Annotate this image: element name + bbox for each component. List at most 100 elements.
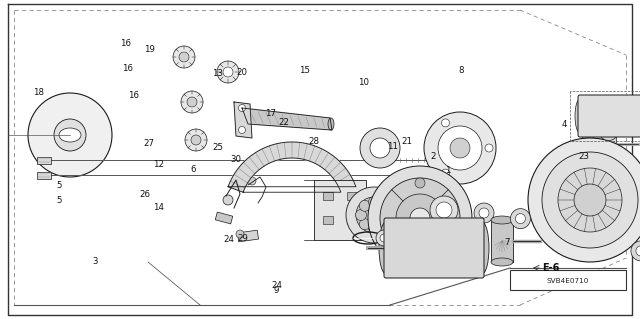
Circle shape xyxy=(369,222,380,234)
Bar xyxy=(347,216,357,224)
Circle shape xyxy=(430,196,458,224)
Text: 24: 24 xyxy=(223,235,235,244)
Circle shape xyxy=(515,214,525,224)
Ellipse shape xyxy=(379,222,393,274)
Polygon shape xyxy=(234,102,252,138)
Text: 16: 16 xyxy=(127,91,139,100)
Circle shape xyxy=(558,168,622,232)
Text: 28: 28 xyxy=(308,137,319,146)
Circle shape xyxy=(436,202,452,218)
Circle shape xyxy=(424,112,496,184)
Text: 6: 6 xyxy=(191,165,196,174)
Text: 26: 26 xyxy=(139,190,150,199)
Text: 15: 15 xyxy=(299,66,310,75)
Text: 22: 22 xyxy=(278,118,290,127)
Text: 10: 10 xyxy=(358,78,369,87)
Text: 20: 20 xyxy=(236,68,248,77)
FancyBboxPatch shape xyxy=(578,95,640,137)
Ellipse shape xyxy=(59,128,81,142)
Circle shape xyxy=(369,197,380,207)
Circle shape xyxy=(223,195,233,205)
Circle shape xyxy=(450,138,470,158)
Circle shape xyxy=(235,183,241,189)
Circle shape xyxy=(485,144,493,152)
Text: 16: 16 xyxy=(122,64,134,73)
Circle shape xyxy=(370,138,390,158)
Text: 21: 21 xyxy=(401,137,413,146)
Bar xyxy=(37,157,51,164)
Bar xyxy=(215,212,233,224)
Text: 14: 14 xyxy=(153,203,164,212)
Text: 23: 23 xyxy=(578,152,589,161)
Circle shape xyxy=(376,230,392,246)
Circle shape xyxy=(28,93,112,177)
Circle shape xyxy=(442,119,449,127)
Bar xyxy=(588,136,616,152)
Circle shape xyxy=(181,91,203,113)
Circle shape xyxy=(582,138,594,150)
Circle shape xyxy=(54,119,86,151)
Text: 4: 4 xyxy=(562,120,567,129)
Circle shape xyxy=(355,210,367,220)
Ellipse shape xyxy=(491,258,513,266)
Text: E-6: E-6 xyxy=(542,263,559,273)
Circle shape xyxy=(631,241,640,261)
Bar xyxy=(37,172,51,179)
Text: 17: 17 xyxy=(265,109,276,118)
Ellipse shape xyxy=(240,107,250,125)
Circle shape xyxy=(346,187,402,243)
Text: 16: 16 xyxy=(120,39,131,48)
Circle shape xyxy=(356,197,392,233)
Text: 27: 27 xyxy=(143,139,154,148)
Bar xyxy=(491,220,513,262)
Circle shape xyxy=(581,195,611,225)
Circle shape xyxy=(359,219,371,230)
Text: 29: 29 xyxy=(238,234,248,243)
Circle shape xyxy=(239,127,246,133)
Text: 3: 3 xyxy=(92,257,97,266)
Text: 24: 24 xyxy=(271,281,282,290)
Circle shape xyxy=(604,212,624,232)
Bar xyxy=(323,192,333,200)
Circle shape xyxy=(442,169,449,177)
Circle shape xyxy=(368,166,472,270)
Circle shape xyxy=(596,204,632,240)
Circle shape xyxy=(625,158,639,172)
Circle shape xyxy=(588,196,640,248)
Text: 5: 5 xyxy=(57,181,62,189)
Circle shape xyxy=(187,97,197,107)
Circle shape xyxy=(574,188,618,232)
Circle shape xyxy=(479,208,489,218)
Circle shape xyxy=(381,210,392,220)
Polygon shape xyxy=(228,142,356,192)
Bar xyxy=(237,230,259,242)
Circle shape xyxy=(598,121,619,140)
Circle shape xyxy=(415,248,425,258)
Circle shape xyxy=(173,46,195,68)
Circle shape xyxy=(438,126,482,170)
Circle shape xyxy=(615,183,625,193)
Circle shape xyxy=(223,67,233,77)
Circle shape xyxy=(474,203,494,223)
Ellipse shape xyxy=(328,118,334,130)
Circle shape xyxy=(185,129,207,151)
Circle shape xyxy=(359,200,371,211)
Text: SVB4E0710: SVB4E0710 xyxy=(547,278,589,284)
FancyBboxPatch shape xyxy=(384,218,484,278)
Ellipse shape xyxy=(575,99,585,133)
Bar xyxy=(314,180,366,240)
Bar xyxy=(510,270,626,290)
Circle shape xyxy=(380,234,388,242)
Circle shape xyxy=(239,105,246,112)
Circle shape xyxy=(236,230,244,238)
Text: 12: 12 xyxy=(153,160,164,169)
Circle shape xyxy=(610,178,630,198)
Circle shape xyxy=(542,152,638,248)
Ellipse shape xyxy=(491,216,513,224)
Circle shape xyxy=(629,162,635,168)
Circle shape xyxy=(589,203,603,217)
Text: 9: 9 xyxy=(274,286,279,295)
Text: 25: 25 xyxy=(212,143,223,152)
Circle shape xyxy=(528,138,640,262)
Text: 2: 2 xyxy=(430,152,435,161)
